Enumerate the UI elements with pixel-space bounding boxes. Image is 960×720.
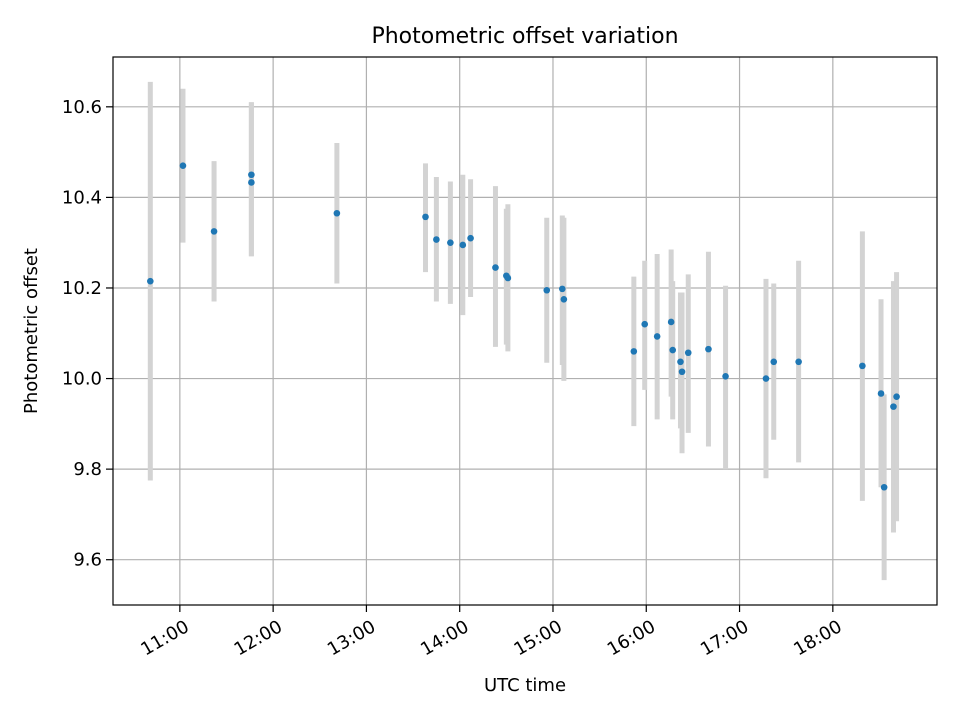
x-tick-label: 14:00: [417, 616, 472, 660]
x-tick-label: 15:00: [510, 616, 565, 660]
x-tick-label: 13:00: [324, 616, 379, 660]
y-tick-label: 10.2: [62, 278, 102, 299]
y-tick-label: 10.4: [62, 187, 102, 208]
data-point: [147, 277, 154, 285]
y-tick-label: 9.8: [73, 459, 102, 480]
x-tick-label: 16:00: [604, 616, 659, 660]
y-axis-title: Photometric offset: [21, 248, 42, 414]
x-axis-ticks: 11:00 12:00 13:00 14:00 15:00 16:00 17:00 18:00: [137, 605, 846, 660]
data-point: [667, 318, 675, 326]
data-point: [459, 241, 467, 249]
data-point: [859, 362, 866, 370]
data-point: [762, 375, 770, 382]
x-tick-label: 17:00: [697, 616, 752, 660]
data-point: [770, 358, 778, 366]
data-point: [795, 358, 802, 366]
y-tick-label: 10.0: [62, 369, 102, 390]
data-point: [248, 171, 255, 179]
data-point: [669, 346, 676, 354]
data-point: [422, 213, 429, 221]
chart-title: Photometric offset variation: [371, 24, 678, 49]
x-axis-title: UTC time: [484, 675, 566, 696]
data-point: [248, 179, 255, 186]
data-point: [684, 349, 692, 357]
data-point: [641, 320, 649, 328]
data-point: [630, 348, 638, 355]
y-tick-label: 10.6: [62, 97, 102, 118]
data-point: [333, 209, 341, 217]
data-point: [504, 274, 512, 282]
y-tick-label: 9.6: [73, 550, 102, 571]
data-point: [447, 239, 454, 246]
data-point: [543, 286, 551, 294]
error-bars: [147, 81, 900, 581]
data-point: [559, 285, 566, 293]
data-point: [877, 390, 885, 397]
data-point: [433, 236, 440, 243]
data-point: [893, 393, 900, 400]
grid: [113, 57, 937, 605]
data-point: [722, 372, 729, 380]
x-tick-label: 12:00: [231, 616, 286, 660]
data-point: [210, 228, 218, 235]
x-tick-label: 11:00: [137, 616, 192, 660]
data-point: [890, 403, 897, 410]
plot-area-frame: [112, 56, 938, 606]
data-point: [880, 483, 888, 491]
data-point: [467, 234, 474, 242]
data-point: [179, 162, 187, 169]
data-point: [677, 358, 684, 366]
y-axis-ticks: 9.6 9.8 10.0 10.2 10.4 10.6: [62, 97, 113, 571]
data-points: [147, 162, 900, 491]
data-point: [560, 295, 568, 303]
data-point: [653, 333, 661, 340]
data-point: [705, 345, 712, 353]
data-point: [492, 264, 499, 271]
x-tick-label: 18:00: [790, 616, 845, 660]
data-point: [678, 368, 686, 376]
